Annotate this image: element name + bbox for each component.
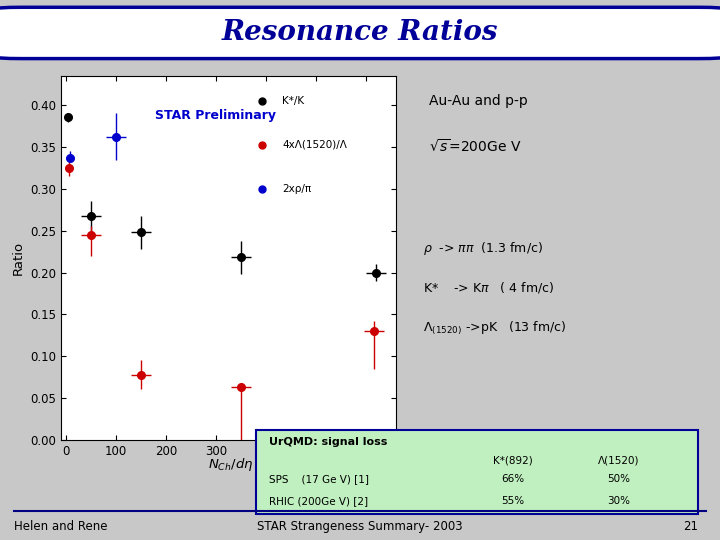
Text: 4xΛ(1520)/Λ: 4xΛ(1520)/Λ xyxy=(282,140,347,150)
Text: STAR Preliminary: STAR Preliminary xyxy=(155,109,276,123)
FancyBboxPatch shape xyxy=(0,7,720,59)
Text: K*/K: K*/K xyxy=(282,96,305,106)
Text: 21: 21 xyxy=(683,520,698,533)
Text: 2xρ/π: 2xρ/π xyxy=(282,184,311,194)
Text: 55%: 55% xyxy=(501,496,524,505)
Text: $\rho$  -> $\pi\pi$  (1.3 fm/c): $\rho$ -> $\pi\pi$ (1.3 fm/c) xyxy=(423,240,543,256)
Text: K*    -> K$\pi$   ( 4 fm/c): K* -> K$\pi$ ( 4 fm/c) xyxy=(423,280,554,295)
Text: STAR Strangeness Summary- 2003: STAR Strangeness Summary- 2003 xyxy=(257,520,463,533)
Text: Λ(1520): Λ(1520) xyxy=(598,456,639,465)
Text: K*(892): K*(892) xyxy=(492,456,532,465)
Text: SPS    (17 Ge V) [1]: SPS (17 Ge V) [1] xyxy=(269,474,369,484)
Y-axis label: Ratio: Ratio xyxy=(12,241,24,275)
Text: Helen and Rene: Helen and Rene xyxy=(14,520,108,533)
Text: 50%: 50% xyxy=(607,474,630,484)
Text: Au-Au and p-p: Au-Au and p-p xyxy=(428,94,528,108)
Text: $\Lambda_{(1520)}$ ->pK   (13 fm/c): $\Lambda_{(1520)}$ ->pK (13 fm/c) xyxy=(423,320,566,337)
Text: Resonance Ratios: Resonance Ratios xyxy=(222,19,498,46)
Text: UrQMD: signal loss: UrQMD: signal loss xyxy=(269,437,387,447)
Text: RHIC (200Ge V) [2]: RHIC (200Ge V) [2] xyxy=(269,496,368,505)
Text: 30%: 30% xyxy=(607,496,630,505)
Text: $N_{Ch}/d\eta$: $N_{Ch}/d\eta$ xyxy=(207,456,253,473)
Text: 66%: 66% xyxy=(501,474,524,484)
Text: $\sqrt{s}$=200Ge V: $\sqrt{s}$=200Ge V xyxy=(428,138,521,154)
